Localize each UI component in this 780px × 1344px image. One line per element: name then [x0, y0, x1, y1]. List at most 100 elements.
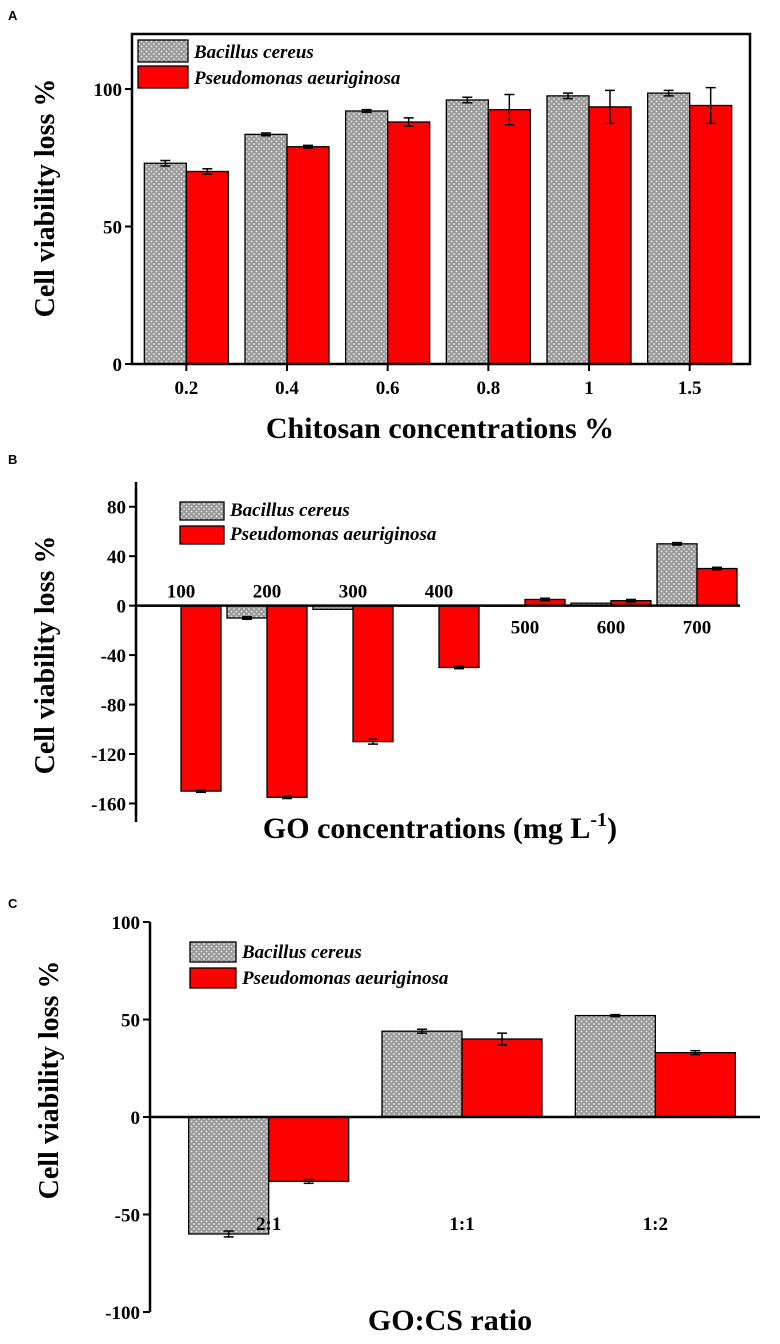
x-tick-label: 600: [597, 618, 626, 639]
error-bar-bacillus-1: [563, 92, 573, 100]
x-tick-label: 100: [167, 582, 196, 603]
x-tick-label: 2:1: [256, 1214, 281, 1235]
bar-pseudomonas-100: [180, 604, 222, 792]
legend-swatch-pseudomonas: [189, 967, 237, 989]
error-bar-bacillus-1.5: [663, 89, 674, 97]
bar-pseudomonas-0.6: [387, 121, 431, 365]
bar-pseudomonas-700: [696, 567, 738, 607]
bar-bacillus-0.8: [445, 99, 489, 365]
y-tick-label: 40: [107, 547, 126, 568]
error-bar-bacillus-200: [242, 616, 252, 620]
legend-swatch-bacillus: [189, 941, 237, 963]
y-axis-title: Cell viability loss %: [30, 536, 61, 775]
error-bar-pseudomonas-0.6: [403, 117, 414, 127]
x-tick-label: 700: [683, 618, 712, 639]
y-axis-title: Cell viability loss %: [30, 79, 61, 318]
legend-label-pseudomonas: Pseudomonas aeuriginosa: [241, 968, 449, 989]
bar-pseudomonas-1.5: [689, 104, 733, 365]
legend-label-bacillus: Bacillus cereus: [241, 942, 362, 963]
error-bar-pseudomonas-300: [368, 738, 378, 745]
error-bar-bacillus-0.4: [261, 132, 271, 137]
error-bar-bacillus-0.6: [361, 108, 372, 114]
bar-pseudomonas-300: [352, 604, 394, 743]
x-tick-label: 0.4: [275, 378, 299, 399]
x-tick-label: 1:2: [643, 1214, 668, 1235]
x-tick-label: 0.8: [476, 378, 500, 399]
error-bar-pseudomonas-700: [712, 566, 722, 571]
plot-frame: [130, 32, 752, 366]
error-bar-pseudomonas-200: [282, 795, 292, 800]
x-tick-label: 0.2: [174, 378, 198, 399]
error-bar-pseudomonas-2:1: [303, 1178, 314, 1185]
x-tick-label: 200: [253, 582, 282, 603]
y-tick-label: 0: [117, 597, 127, 618]
bar-bacillus-1:1: [381, 1030, 463, 1118]
bar-pseudomonas-0.4: [286, 146, 330, 365]
chart-panel-a: 0 50 100 0.2 0.4 0.6 0.8 1 1.5 Bacillus cereus P…: [30, 32, 752, 445]
error-bar-pseudomonas-0.2: [202, 168, 213, 175]
y-tick-label: -50: [115, 1206, 140, 1227]
error-bar-pseudomonas-400: [454, 665, 464, 670]
legend-swatch-pseudomonas: [179, 525, 225, 545]
x-axis-title: GO:CS ratio: [368, 1304, 532, 1337]
error-bar-pseudomonas-1.5: [705, 86, 716, 125]
y-tick-label: -160: [91, 794, 126, 815]
x-tick-label: 1: [584, 378, 594, 399]
x-tick-label: 400: [425, 582, 454, 603]
x-axis-title: Chitosan concentrations %: [266, 412, 614, 445]
bar-bacillus-0.2: [143, 162, 187, 365]
bar-pseudomonas-200: [266, 604, 308, 798]
error-bar-bacillus-700: [672, 541, 682, 546]
y-tick-label: 0: [113, 355, 123, 376]
y-tick-label: -100: [105, 1303, 140, 1324]
bar-bacillus-0.4: [244, 133, 288, 365]
x-tick-label: 1:1: [449, 1214, 474, 1235]
error-bar-bacillus-0.2: [160, 159, 171, 167]
x-tick-label: 1.5: [678, 378, 702, 399]
y-tick-label: 50: [103, 218, 122, 239]
bar-pseudomonas-0.8: [487, 108, 531, 365]
legend-label-bacillus: Bacillus cereus: [229, 500, 350, 521]
error-bar-pseudomonas-1: [605, 89, 615, 125]
bar-pseudomonas-2:1: [268, 1116, 350, 1182]
error-bar-pseudomonas-100: [196, 789, 206, 794]
error-bar-pseudomonas-0.4: [303, 144, 313, 149]
error-bar-bacillus-1:2: [610, 1013, 621, 1018]
bar-pseudomonas-1:1: [461, 1038, 543, 1118]
x-tick-label: 500: [511, 618, 540, 639]
bar-bacillus-700: [656, 543, 698, 607]
y-tick-label: -80: [101, 696, 126, 717]
y-tick-label: 100: [94, 80, 123, 101]
y-tick-label: 50: [121, 1011, 140, 1032]
x-axis-title-sup: -1: [590, 809, 607, 831]
error-bar-pseudomonas-1:2: [690, 1049, 701, 1056]
y-tick-label: 80: [107, 498, 126, 519]
bar-bacillus-0.6: [345, 110, 389, 365]
y-tick-label: -120: [91, 745, 126, 766]
bar-bacillus-1:2: [574, 1014, 656, 1118]
bar-bacillus-1.5: [647, 92, 691, 365]
error-bar-bacillus-0.8: [462, 96, 473, 104]
y-tick-label: 100: [112, 913, 141, 934]
y-tick-label: 0: [131, 1108, 141, 1129]
x-tick-label: 300: [339, 582, 368, 603]
bar-pseudomonas-0.2: [185, 170, 229, 365]
legend-swatch-pseudomonas: [137, 65, 189, 89]
x-axis-title: GO concentrations (mg L-1): [263, 809, 617, 845]
legend-label-pseudomonas: Pseudomonas aeuriginosa: [193, 68, 401, 89]
panel-label-c: C: [8, 896, 18, 911]
panel-label-a: A: [8, 8, 18, 23]
x-axis-title-main: GO concentrations (mg L: [263, 812, 590, 845]
x-tick-label: 0.6: [376, 378, 400, 399]
error-bar-pseudomonas-1:1: [497, 1032, 507, 1046]
x-axis-title-end: ): [607, 812, 617, 845]
y-tick-label: -40: [101, 646, 126, 667]
legend-swatch-bacillus: [179, 501, 225, 521]
error-bar-pseudomonas-0.8: [504, 93, 515, 126]
panel-label-b: B: [8, 452, 17, 467]
bar-bacillus-1: [546, 95, 590, 365]
error-bar-pseudomonas-500: [540, 597, 550, 602]
error-bar-bacillus-2:1: [223, 1230, 234, 1238]
error-bar-bacillus-1:1: [417, 1028, 427, 1034]
